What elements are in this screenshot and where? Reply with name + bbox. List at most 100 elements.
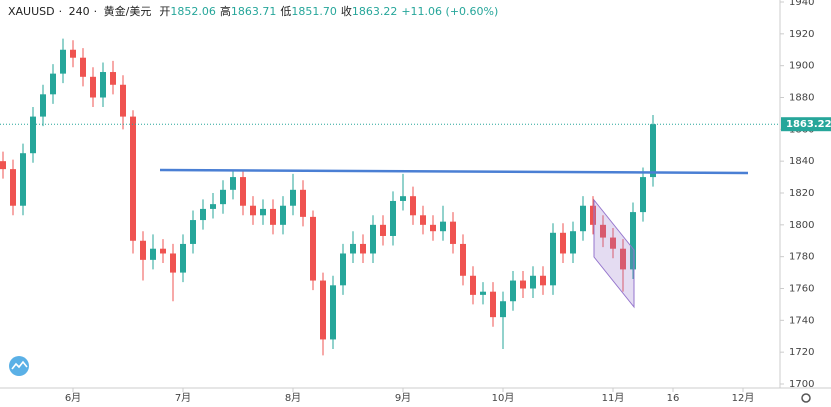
y-tick-label: 1920 xyxy=(789,29,814,40)
candle-body xyxy=(160,248,166,254)
gear-icon[interactable] xyxy=(801,393,811,403)
candle-body xyxy=(170,253,176,273)
candle-body xyxy=(260,208,266,216)
candle-body xyxy=(190,220,196,244)
x-tick-label: 12月 xyxy=(732,392,755,404)
candle-body xyxy=(450,221,456,244)
candle-body xyxy=(210,204,216,209)
candle-body xyxy=(0,161,6,170)
candle-body xyxy=(40,94,46,117)
candle-body xyxy=(10,169,16,206)
candle-body xyxy=(560,232,566,254)
candle-body xyxy=(590,205,596,225)
candle-body xyxy=(330,285,336,340)
ohlc-label: 开 xyxy=(159,5,170,18)
candle-body xyxy=(630,212,636,270)
candle-body xyxy=(300,189,306,217)
candle-body xyxy=(120,84,126,117)
candle-body xyxy=(230,177,236,190)
candle-body xyxy=(90,76,96,98)
candle-body xyxy=(430,224,436,232)
settings[interactable] xyxy=(801,393,811,403)
x-tick-label: 7月 xyxy=(175,392,191,404)
candle-body xyxy=(620,248,626,270)
candle-body xyxy=(180,243,186,273)
candle-body xyxy=(110,72,116,85)
channel xyxy=(593,198,635,309)
separator: · xyxy=(94,5,98,18)
candle-body xyxy=(480,291,486,295)
candle-body xyxy=(570,231,576,254)
candle-body xyxy=(370,224,376,254)
x-tick-label: 11月 xyxy=(602,392,625,404)
candle-body xyxy=(650,124,656,178)
candle-body xyxy=(390,200,396,236)
candle-body xyxy=(70,49,76,58)
last-price-box xyxy=(781,117,831,132)
candle-body xyxy=(380,224,386,236)
candle-body xyxy=(520,280,526,289)
x-tick-label: 10月 xyxy=(492,392,515,404)
last-price-label: 1863.22 xyxy=(786,119,831,130)
y-tick-label: 1840 xyxy=(789,156,814,167)
candle-body xyxy=(550,232,556,286)
candle-body xyxy=(530,275,536,289)
candle-body xyxy=(500,301,506,318)
x-tick-label: 9月 xyxy=(395,392,411,404)
candle-body xyxy=(610,237,616,249)
candle-body xyxy=(100,72,106,98)
candle-body xyxy=(540,275,546,286)
candle-body xyxy=(280,205,286,225)
x-tick-label: 8月 xyxy=(285,392,301,404)
candle-body xyxy=(200,208,206,221)
candle-body xyxy=(470,275,476,295)
ohlc-value: 1852.06 xyxy=(170,5,216,18)
candle-body xyxy=(420,215,426,225)
y-tick-label: 1780 xyxy=(789,252,814,263)
candle-body xyxy=(310,216,316,281)
candle-body xyxy=(270,208,276,225)
y-tick-label: 1880 xyxy=(789,93,814,104)
interval: 240 xyxy=(69,5,90,18)
candle-body xyxy=(640,177,646,213)
y-tick-label: 1900 xyxy=(789,61,814,72)
y-tick-label: 1800 xyxy=(789,220,814,231)
candle-body xyxy=(580,205,586,232)
ohlc-label: 收 xyxy=(341,4,352,18)
y-tick-label: 1740 xyxy=(789,315,814,326)
y-tick-label: 1720 xyxy=(789,347,814,358)
y-tick-label: 1760 xyxy=(789,284,814,295)
candle-body xyxy=(350,243,356,254)
y-tick-label: 1700 xyxy=(789,379,814,390)
ohlc-value: 1851.70 xyxy=(291,5,337,18)
candle-body xyxy=(320,280,326,340)
candle-body xyxy=(250,205,256,216)
candle-body xyxy=(440,221,446,232)
logo-mark xyxy=(11,360,28,370)
candle-body xyxy=(490,291,496,318)
candle-body xyxy=(460,243,466,276)
y-tick-label: 1820 xyxy=(789,188,814,199)
candle-body xyxy=(150,248,156,260)
candle-body xyxy=(410,196,416,216)
candle-body xyxy=(60,49,66,74)
candle-body xyxy=(600,224,606,238)
x-tick-label: 6月 xyxy=(65,392,81,404)
candle-body xyxy=(220,189,226,205)
symbol: XAUUSD xyxy=(8,5,55,18)
ohlc-value: 1863.22 xyxy=(352,5,398,18)
candle-body xyxy=(510,280,516,302)
candle-body xyxy=(360,243,366,254)
candle-body xyxy=(240,177,246,206)
ohlc-value: 1863.71 xyxy=(231,5,277,18)
candle-body xyxy=(290,189,296,206)
plot xyxy=(0,38,780,356)
instrument-name: 黄金/美元 xyxy=(104,4,152,18)
candle-body xyxy=(140,240,146,260)
separator: · xyxy=(59,5,63,18)
ohlc-label: 低 xyxy=(280,5,291,18)
candle-body xyxy=(50,73,56,95)
candle-body xyxy=(340,253,346,286)
candle-body xyxy=(400,196,406,201)
